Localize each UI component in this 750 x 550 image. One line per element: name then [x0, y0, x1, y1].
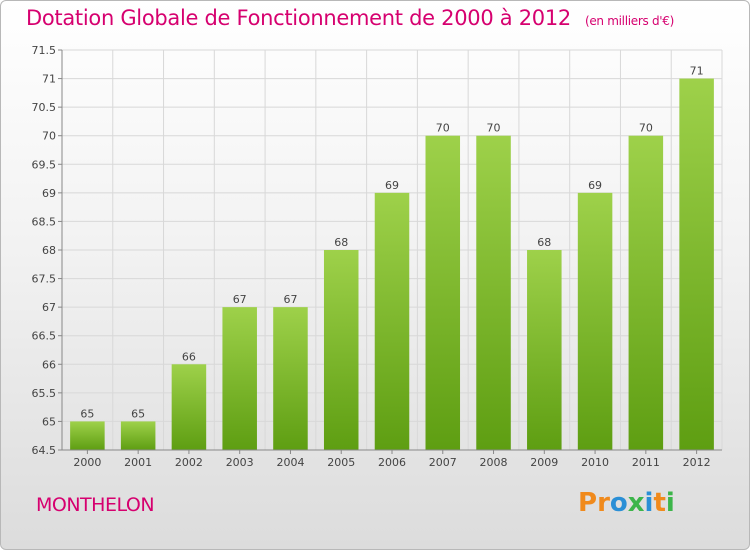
axis-layer: 64.5 65 65.5 66 66.5 67 67.5 68 68.5 69 69.5 70 70.5… [32, 44, 722, 469]
commune-name: MONTHELON [36, 494, 155, 516]
y-tick-label: 65 [42, 415, 56, 428]
bar-data-label: 69 [588, 179, 602, 192]
bar-data-label: 66 [182, 350, 196, 363]
y-tick-label: 69.5 [32, 158, 57, 171]
x-tick-label: 2002 [175, 456, 203, 469]
y-tick-label: 70.5 [32, 101, 57, 114]
bar [628, 135, 664, 450]
bar [222, 307, 257, 450]
x-tick-label: 2010 [581, 456, 609, 469]
bar-data-label: 67 [233, 293, 247, 306]
x-tick-label: 2009 [530, 456, 558, 469]
logo-letter: P [578, 488, 598, 518]
y-tick-label: 68.5 [32, 215, 57, 228]
x-tick-label: 2003 [226, 456, 254, 469]
bar-data-label: 68 [537, 236, 551, 249]
x-tick-label: 2011 [632, 456, 660, 469]
y-tick-label: 67.5 [32, 273, 57, 286]
logo-letter: o [609, 488, 628, 518]
bar [171, 364, 207, 450]
y-tick-label: 70 [42, 130, 56, 143]
y-tick-label: 71.5 [32, 44, 57, 57]
y-tick-label: 65.5 [32, 387, 57, 400]
bar [425, 135, 461, 450]
x-tick-label: 2000 [73, 456, 101, 469]
y-tick-label: 64.5 [32, 444, 57, 457]
y-tick-label: 71 [42, 73, 56, 86]
proxiti-logo: Proxiti [578, 488, 675, 518]
bar [577, 192, 613, 450]
bar [120, 421, 156, 450]
bar-data-label: 69 [385, 179, 399, 192]
bar-data-label: 65 [131, 407, 145, 420]
x-tick-label: 2012 [683, 456, 711, 469]
bar [273, 307, 308, 450]
bar [323, 250, 359, 450]
bar [679, 78, 714, 451]
logo-letter: x [627, 488, 645, 518]
bar-data-label: 70 [487, 122, 501, 135]
logo-letter: i [665, 488, 675, 518]
logo-letter: t [653, 488, 666, 518]
bar [374, 192, 410, 450]
y-tick-label: 66.5 [32, 330, 57, 343]
chart-title-text: Dotation Globale de Fonctionnement de 20… [26, 6, 571, 30]
x-tick-label: 2008 [480, 456, 508, 469]
bar [476, 135, 511, 450]
bar-data-label: 70 [436, 122, 450, 135]
bar-data-label: 65 [80, 407, 94, 420]
logo-letter: i [644, 488, 654, 518]
x-tick-label: 2004 [276, 456, 304, 469]
y-tick-label: 68 [42, 244, 56, 257]
bar-data-label: 68 [334, 236, 348, 249]
chart-subtitle: (en milliers d'€) [584, 14, 674, 28]
bar [527, 250, 562, 450]
logo-letter: r [597, 488, 610, 518]
y-tick-label: 66 [42, 358, 56, 371]
x-tick-label: 2005 [327, 456, 355, 469]
x-tick-label: 2006 [378, 456, 406, 469]
bar-data-label: 71 [690, 65, 704, 78]
y-tick-label: 67 [42, 301, 56, 314]
chart-title: Dotation Globale de Fonctionnement de 20… [26, 6, 674, 30]
x-tick-label: 2001 [124, 456, 152, 469]
y-tick-label: 69 [42, 187, 56, 200]
bar [70, 421, 105, 450]
x-tick-label: 2007 [429, 456, 457, 469]
bar-data-label: 67 [283, 293, 297, 306]
bar-data-label: 70 [639, 122, 653, 135]
bars-layer: 65 65 66 67 67 68 69 70 70 68 69 70 71 [70, 65, 714, 451]
